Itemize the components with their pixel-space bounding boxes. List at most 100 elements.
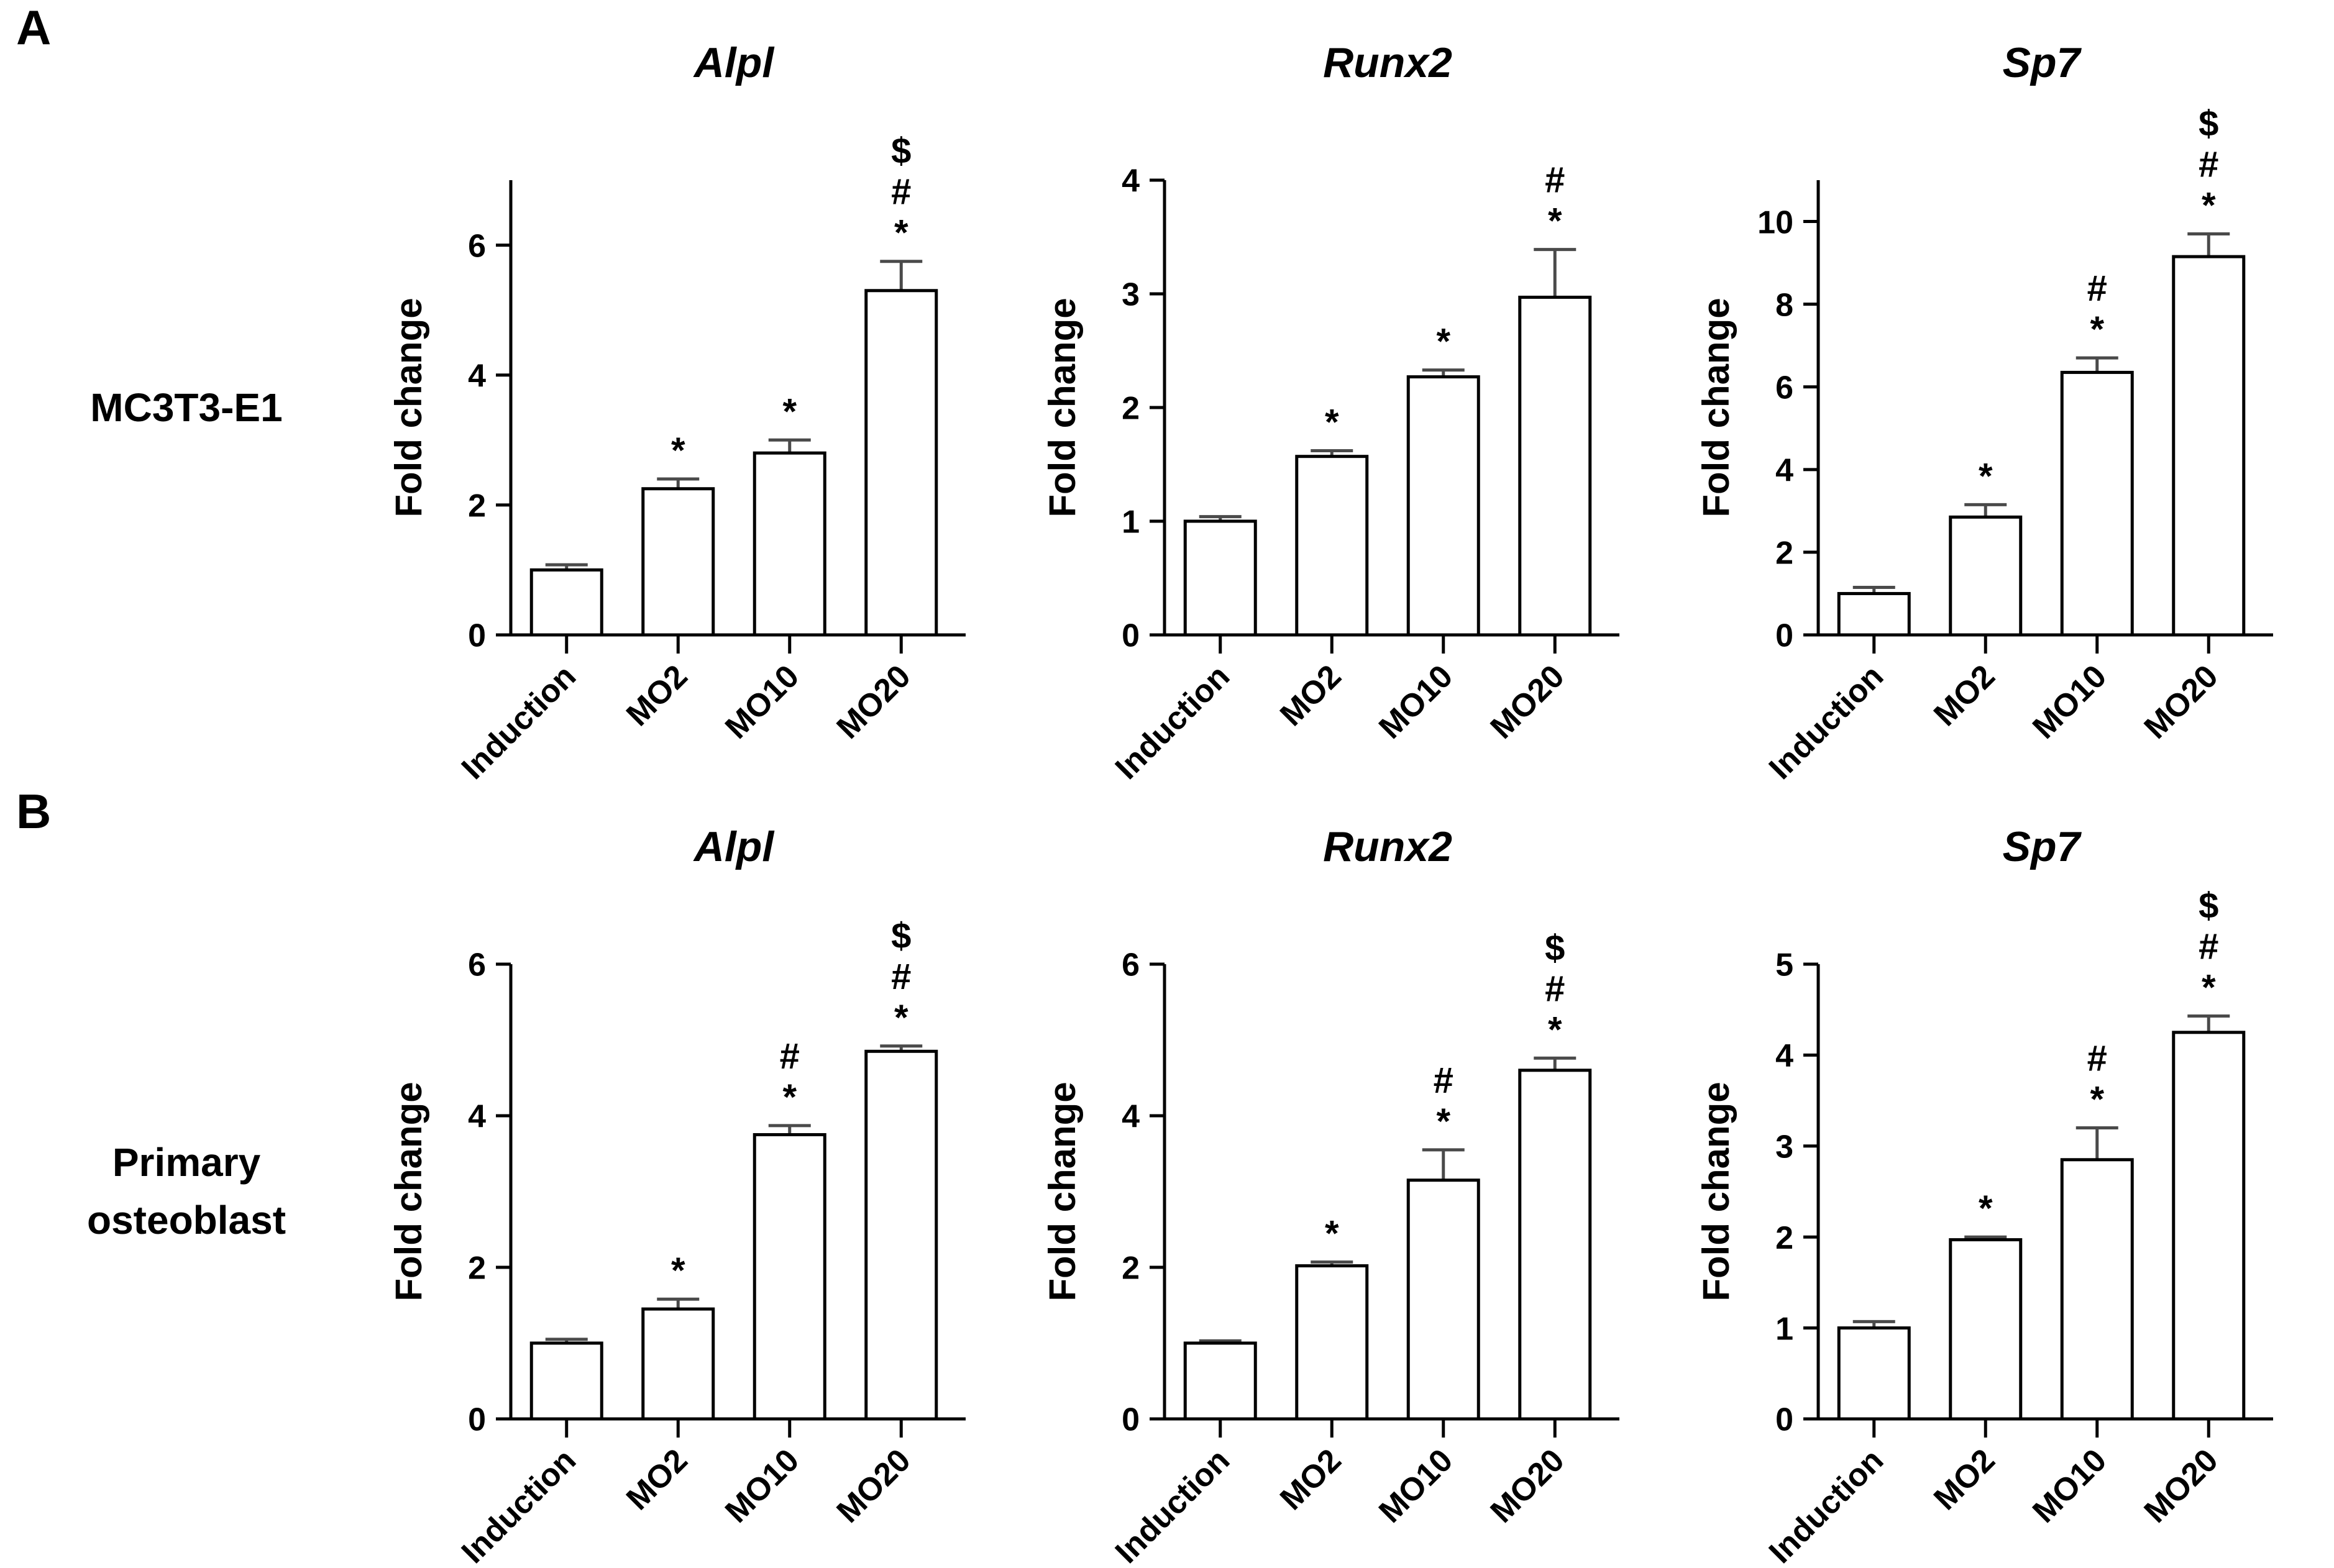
chart-title: Alpl <box>693 823 774 870</box>
significance-symbol: * <box>2090 1080 2104 1120</box>
y-tick-label: 2 <box>1775 1220 1793 1256</box>
significance-symbol: * <box>2090 309 2104 350</box>
x-tick-label: MO2 <box>620 658 695 733</box>
bar-MO10 <box>1406 375 1480 637</box>
chart-title: Runx2 <box>1323 823 1452 870</box>
y-axis-label: Fold change <box>388 1082 429 1301</box>
x-tick-label: MO20 <box>2138 658 2225 745</box>
y-tick-label: 1 <box>1775 1311 1793 1347</box>
y-tick-label: 2 <box>1775 536 1793 572</box>
x-tick-label: MO20 <box>1484 1442 1572 1529</box>
y-tick-label: 0 <box>468 1402 486 1438</box>
bar-Induction <box>1183 519 1257 637</box>
significance-symbol: * <box>671 1251 685 1291</box>
y-axis-label: Fold change <box>1041 298 1083 517</box>
y-tick-label: 10 <box>1757 204 1793 240</box>
y-tick-label: 0 <box>1122 1402 1140 1438</box>
significance-symbol: * <box>2202 967 2216 1008</box>
chart-mc3t3-sp7: Sp7 Fold change 0 2 4 6 8 10 Induction MO2 * MO10 *… <box>1680 0 2334 784</box>
y-tick-label: 2 <box>468 488 486 524</box>
x-tick-label: Induction <box>455 1442 583 1568</box>
y-tick-label: 0 <box>468 618 486 654</box>
significance-symbol: * <box>1548 201 1562 242</box>
y-tick-label: 0 <box>1775 1402 1793 1438</box>
y-axis-label: Fold change <box>1041 1082 1083 1301</box>
bar-MO2 <box>641 487 715 637</box>
significance-symbol: # <box>891 957 911 997</box>
y-tick-label: 4 <box>468 1099 486 1135</box>
significance-symbol: # <box>2199 926 2218 967</box>
panel-B: B Primary osteoblast Alpl Fold change 0 2 4… <box>0 784 2334 1568</box>
chart-osteoblast-sp7: Sp7 Fold change 0 1 2 3 4 5 Induction MO2 * MO10 * #… <box>1680 784 2334 1568</box>
significance-symbol: * <box>894 998 908 1038</box>
bar-MO20 <box>864 289 938 637</box>
bar-MO20 <box>1518 295 1592 637</box>
significance-symbol: # <box>891 172 911 212</box>
chart-title: Runx2 <box>1323 39 1452 86</box>
y-tick-label: 6 <box>1775 370 1793 406</box>
panel-letter-A: A <box>16 0 52 55</box>
bar-MO20 <box>864 1049 938 1421</box>
significance-symbol: * <box>1979 456 1993 496</box>
significance-symbol: $ <box>2199 104 2218 144</box>
y-tick-label: 2 <box>1122 391 1140 427</box>
y-tick-label: 5 <box>1775 947 1793 983</box>
chart-osteoblast-alpl: Alpl Fold change 0 2 4 6 Induction MO2 * MO10 * # M… <box>373 784 1027 1568</box>
significance-symbol: # <box>1434 1060 1453 1101</box>
significance-symbol: * <box>782 391 797 432</box>
bar-MO10 <box>2060 1158 2134 1421</box>
x-tick-label: MO10 <box>2026 658 2113 745</box>
y-tick-label: 4 <box>468 358 486 394</box>
significance-symbol: $ <box>2199 885 2218 926</box>
bar-MO10 <box>2060 370 2134 637</box>
significance-symbol: * <box>1325 1213 1339 1254</box>
significance-symbol: * <box>1325 403 1339 443</box>
x-tick-label: Induction <box>1762 1442 1890 1568</box>
bar-Induction <box>1837 1326 1911 1421</box>
bar-MO20 <box>2172 255 2246 637</box>
x-tick-label: MO2 <box>1273 658 1348 733</box>
significance-symbol: # <box>780 1036 800 1077</box>
x-tick-label: MO20 <box>830 658 918 745</box>
significance-symbol: # <box>2087 1039 2107 1079</box>
bar-MO20 <box>1518 1069 1592 1421</box>
x-tick-label: Induction <box>1109 658 1237 784</box>
y-tick-label: 1 <box>1122 504 1140 540</box>
x-tick-label: MO2 <box>1927 1442 2002 1517</box>
significance-symbol: # <box>1545 160 1565 201</box>
significance-symbol: * <box>2202 186 2216 226</box>
chart-title: Sp7 <box>2002 39 2080 86</box>
x-tick-label: MO10 <box>1372 1442 1460 1529</box>
panel-letter-B: B <box>16 784 52 839</box>
y-tick-label: 2 <box>1122 1251 1140 1287</box>
y-tick-label: 8 <box>1775 287 1793 323</box>
bar-MO2 <box>641 1307 715 1421</box>
bar-Induction <box>1183 1341 1257 1421</box>
x-tick-label: MO2 <box>1273 1442 1348 1517</box>
panel-A: A MC3T3-E1 Alpl Fold change 0 2 4 6 Induction… <box>0 0 2334 784</box>
bar-Induction <box>1837 591 1911 637</box>
y-tick-label: 6 <box>468 228 486 264</box>
bar-MO10 <box>753 1133 826 1421</box>
y-axis-label: Fold change <box>388 298 429 517</box>
x-tick-label: MO20 <box>830 1442 918 1529</box>
row-label-primary-osteoblast: Primary osteoblast <box>0 964 373 1419</box>
significance-symbol: $ <box>891 131 911 171</box>
x-tick-label: MO2 <box>620 1442 695 1517</box>
bar-Induction <box>529 1341 603 1421</box>
y-tick-label: 4 <box>1122 163 1140 199</box>
significance-symbol: * <box>1436 322 1450 362</box>
significance-symbol: * <box>1979 1188 1993 1229</box>
x-tick-label: Induction <box>455 658 583 784</box>
x-tick-label: MO20 <box>2138 1442 2225 1529</box>
row-label-line: MC3T3-E1 <box>90 385 283 430</box>
bar-MO10 <box>753 451 826 637</box>
y-tick-label: 4 <box>1775 1038 1793 1074</box>
row-label-mc3t3-e1: MC3T3-E1 <box>0 180 373 635</box>
significance-symbol: # <box>2087 268 2107 309</box>
